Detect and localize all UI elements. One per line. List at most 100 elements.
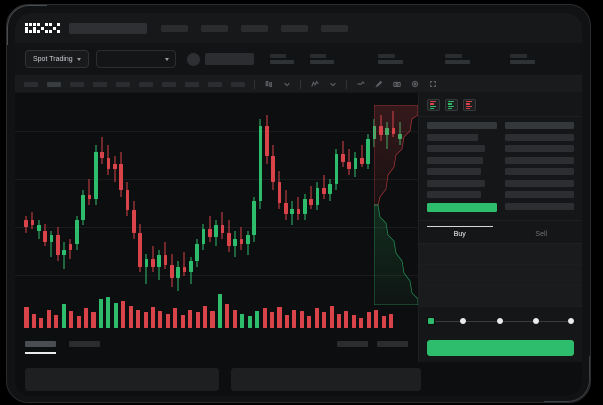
- nav-item-3[interactable]: [280, 24, 308, 32]
- orderbook-row[interactable]: [427, 156, 483, 164]
- timeframe-button-1[interactable]: [47, 81, 61, 87]
- orderbook-row[interactable]: [427, 145, 485, 152]
- amount-slider[interactable]: [427, 315, 574, 329]
- candle: [112, 111, 117, 291]
- chevron-down-icon[interactable]: [328, 80, 337, 89]
- candle-body: [309, 199, 314, 205]
- main-nav: [160, 24, 348, 32]
- candle-body: [176, 266, 181, 278]
- nav-item-0[interactable]: [160, 24, 188, 32]
- orderbook-row[interactable]: [504, 156, 574, 164]
- search-input[interactable]: [68, 22, 147, 34]
- nav-item-2[interactable]: [240, 24, 268, 32]
- indicator-icon[interactable]: [310, 80, 319, 89]
- ticker-stat-value: [377, 60, 403, 65]
- tab-buy[interactable]: Buy: [453, 230, 466, 238]
- slider-stop-50[interactable]: [497, 317, 503, 324]
- volume-bar: [143, 312, 148, 328]
- timeframe-button-0[interactable]: [24, 81, 38, 87]
- bottom-panel-1[interactable]: [231, 368, 421, 391]
- candle: [340, 111, 345, 291]
- volume-bar: [359, 317, 364, 328]
- slider-stop-25[interactable]: [460, 317, 466, 324]
- volume-bar: [46, 309, 51, 328]
- pair-select[interactable]: [95, 50, 176, 68]
- orderbook-row[interactable]: [504, 202, 574, 210]
- slider-stop-100[interactable]: [568, 317, 574, 324]
- volume-bar: [389, 313, 394, 328]
- volume-bar: [84, 308, 89, 328]
- timeframe-button-4[interactable]: [116, 81, 130, 87]
- buy-submit-button[interactable]: [427, 340, 574, 356]
- nav-item-4[interactable]: [320, 24, 348, 32]
- chevron-down-icon[interactable]: [282, 80, 291, 89]
- chart-panel[interactable]: [15, 93, 418, 362]
- orderbook-row[interactable]: [504, 191, 574, 198]
- candle-body: [81, 195, 86, 220]
- candle: [220, 111, 225, 291]
- volume-bar: [217, 294, 222, 328]
- orderbook-highlighted-row[interactable]: [427, 202, 497, 212]
- bottom-panel-0[interactable]: [25, 368, 219, 391]
- ticker-stat-label: [269, 53, 286, 58]
- candle-body: [290, 208, 295, 215]
- candle: [264, 111, 269, 291]
- chart-action-0[interactable]: [337, 341, 368, 347]
- timeframe-button-7[interactable]: [185, 81, 199, 87]
- order-field-1[interactable]: [419, 264, 582, 286]
- spot-trading-select[interactable]: Spot Trading: [25, 50, 89, 68]
- timeframe-button-3[interactable]: [93, 81, 107, 87]
- chart-action-1[interactable]: [377, 341, 408, 347]
- orderbook-both-icon[interactable]: [427, 99, 440, 111]
- okx-logo-icon[interactable]: [25, 22, 60, 34]
- orderbook-row[interactable]: [427, 168, 482, 175]
- candle-body: [353, 157, 358, 170]
- order-field-2[interactable]: [419, 285, 582, 307]
- fullscreen-icon[interactable]: [428, 80, 437, 89]
- candle: [62, 111, 67, 291]
- candle: [93, 111, 98, 291]
- candle: [87, 111, 92, 291]
- volume-bar: [39, 317, 44, 328]
- candle-wick: [183, 251, 185, 276]
- chart-tab-0[interactable]: [25, 341, 56, 354]
- tab-sell[interactable]: Sell: [535, 230, 548, 238]
- candle: [188, 111, 193, 291]
- orderbook-row[interactable]: [504, 168, 574, 175]
- slider-handle[interactable]: [427, 316, 435, 325]
- orderbook-row[interactable]: [427, 133, 478, 141]
- timeframe-button-9[interactable]: [231, 81, 245, 87]
- orderbook-body[interactable]: [419, 117, 582, 212]
- pencil-icon[interactable]: [374, 80, 383, 89]
- candle-body: [220, 225, 225, 233]
- ticker-stat-value: [309, 60, 334, 65]
- timeframe-button-2[interactable]: [70, 81, 84, 87]
- timeframe-button-8[interactable]: [208, 81, 222, 87]
- settings-icon[interactable]: [410, 80, 419, 89]
- candle: [245, 111, 250, 291]
- candle-body: [150, 259, 155, 267]
- orderbook-row[interactable]: [504, 145, 574, 152]
- timeframe-button-5[interactable]: [139, 81, 153, 87]
- orderbook-row[interactable]: [427, 191, 482, 198]
- candle-wick: [88, 178, 90, 205]
- orderbook-bids-icon[interactable]: [445, 99, 458, 111]
- candlestick-icon[interactable]: [264, 80, 273, 89]
- orderbook-row[interactable]: [504, 179, 574, 187]
- volume-bar: [366, 312, 371, 328]
- orderbook-row[interactable]: [504, 133, 574, 141]
- candle: [283, 111, 288, 291]
- timeframe-button-6[interactable]: [162, 81, 176, 87]
- candle: [271, 111, 276, 291]
- nav-item-1[interactable]: [200, 24, 228, 32]
- chart-tab-1[interactable]: [69, 341, 100, 347]
- orderbook-asks-icon[interactable]: [463, 99, 476, 111]
- volume-bar: [262, 308, 267, 328]
- candle: [157, 111, 162, 291]
- order-field-0[interactable]: [419, 243, 582, 265]
- slider-stop-75[interactable]: [533, 317, 539, 324]
- candle-body: [119, 163, 124, 190]
- orderbook-row[interactable]: [427, 179, 486, 187]
- camera-icon[interactable]: [392, 80, 401, 89]
- line-chart-icon[interactable]: [356, 80, 365, 89]
